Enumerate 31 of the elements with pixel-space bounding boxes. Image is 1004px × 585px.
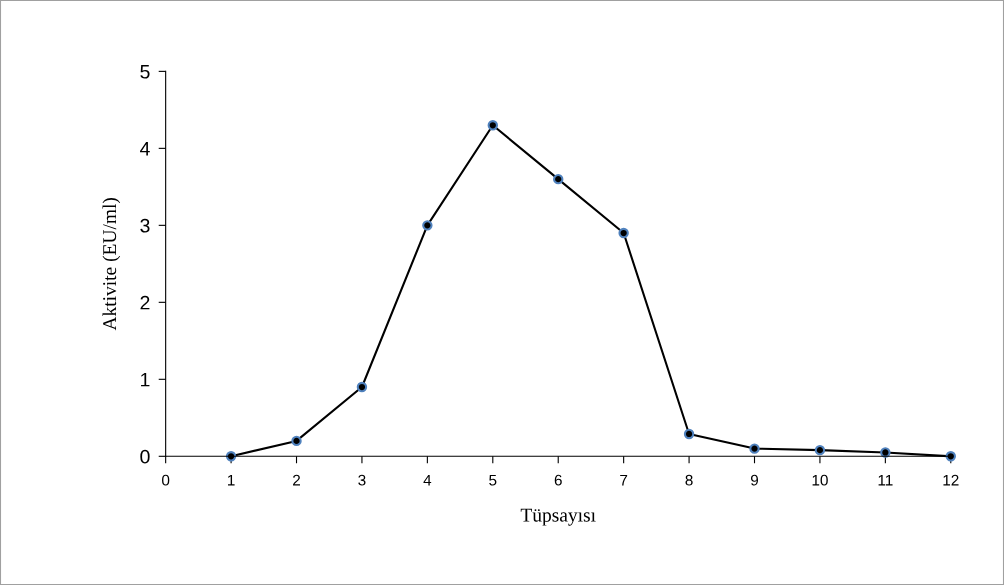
point xyxy=(487,120,498,131)
x-tick-label: 1 xyxy=(228,474,235,486)
x-tick-label: 10 xyxy=(812,474,828,486)
x-tick-label: 0 xyxy=(162,474,170,486)
y-axis-title: Aktivite (EU/ml) xyxy=(102,197,121,331)
x-tick-label: 2 xyxy=(293,474,300,486)
x-tick-label: 7 xyxy=(620,474,628,486)
x-tick-label: 12 xyxy=(943,474,959,486)
x-tick-label: 5 xyxy=(489,474,497,486)
point xyxy=(683,428,695,440)
y-tick-label: 5 xyxy=(140,65,150,79)
y-tick-label: 0 xyxy=(140,449,150,464)
x-tick-label: 11 xyxy=(878,474,893,486)
point xyxy=(291,435,302,447)
point xyxy=(356,381,368,393)
point xyxy=(749,443,760,454)
x-axis-title: Tüpsayısı xyxy=(520,508,596,526)
point xyxy=(553,173,564,185)
point xyxy=(814,444,826,456)
x-tick-label: 4 xyxy=(423,474,432,486)
x-tick-label: 3 xyxy=(358,474,366,486)
y-tick-label: 4 xyxy=(140,142,150,156)
x-tick-label: 8 xyxy=(685,474,693,486)
x-tick-label: 6 xyxy=(554,474,562,486)
y-tick-label: 2 xyxy=(140,295,150,310)
y-tick-label: 3 xyxy=(140,218,150,233)
point xyxy=(422,220,433,231)
y-tick-label: 1 xyxy=(141,372,150,387)
point xyxy=(618,227,629,239)
point xyxy=(880,447,891,458)
x-tick-label: 9 xyxy=(750,474,759,486)
